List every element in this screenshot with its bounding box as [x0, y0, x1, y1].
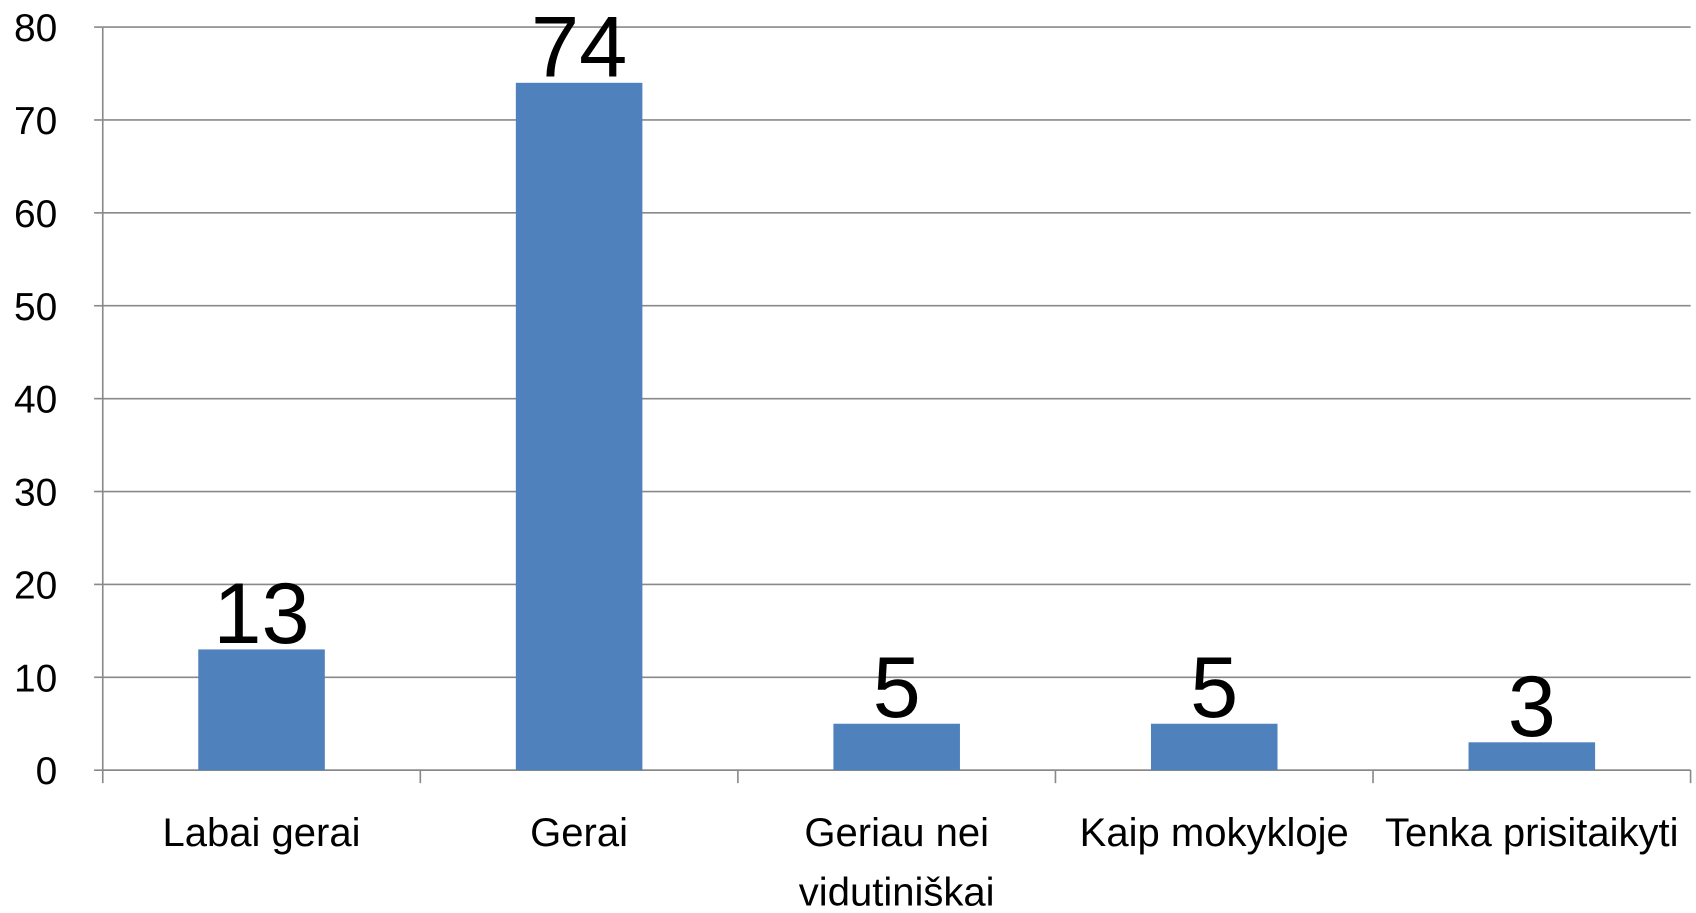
data-label: 13 — [213, 566, 309, 662]
x-tick-label: Tenka prisitaikyti — [1385, 811, 1679, 855]
y-tick-label: 20 — [14, 564, 57, 607]
bar — [198, 649, 325, 771]
bar — [1150, 723, 1278, 771]
bar — [833, 723, 960, 771]
data-label: 5 — [1190, 640, 1238, 736]
y-tick-label: 80 — [14, 7, 57, 50]
x-tick-label: Labai gerai — [163, 811, 361, 855]
y-tick-label: 10 — [14, 657, 57, 700]
y-tick-label: 60 — [14, 193, 57, 236]
y-tick-label: 50 — [14, 286, 57, 329]
data-label: 74 — [531, 0, 627, 95]
y-tick-label: 30 — [14, 472, 57, 515]
data-label: 5 — [873, 640, 921, 736]
x-tick-label: Kaip mokykloje — [1080, 811, 1349, 855]
y-tick-label: 0 — [36, 750, 58, 793]
bar — [1468, 742, 1596, 771]
x-tick-label: Geriau nei vidutiniškai — [799, 811, 995, 913]
data-label: 3 — [1508, 659, 1556, 755]
y-tick-label: 40 — [14, 379, 57, 422]
bar — [515, 82, 643, 771]
y-tick-label: 70 — [14, 100, 57, 143]
x-tick-label: Gerai — [530, 811, 628, 855]
